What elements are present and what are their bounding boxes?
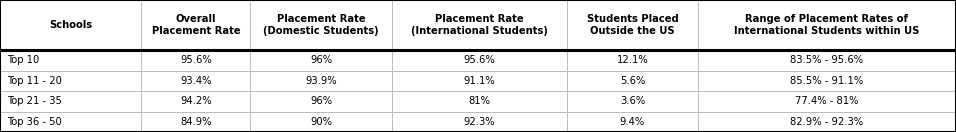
Bar	[567, 50, 698, 71]
Text: 12.1%: 12.1%	[617, 55, 648, 65]
Bar	[567, 112, 698, 132]
Bar	[0, 71, 141, 91]
Bar	[698, 50, 956, 71]
Bar	[250, 91, 392, 112]
Bar	[250, 50, 392, 71]
Bar	[250, 91, 392, 112]
Text: Range of Placement Rates of
International Students within US: Range of Placement Rates of Internationa…	[734, 14, 920, 36]
Bar	[0, 71, 141, 91]
Text: 95.6%: 95.6%	[180, 55, 212, 65]
Bar	[0, 91, 141, 112]
Text: Placement Rate
(Domestic Students): Placement Rate (Domestic Students)	[264, 14, 379, 36]
Bar	[698, 50, 956, 71]
Bar	[392, 50, 567, 71]
Bar	[392, 91, 567, 112]
Bar	[392, 50, 567, 71]
Bar	[392, 71, 567, 91]
Bar	[141, 0, 250, 50]
Bar	[698, 112, 956, 132]
Bar	[567, 91, 698, 112]
Bar	[567, 71, 698, 91]
Bar	[0, 0, 141, 50]
Text: 84.9%: 84.9%	[181, 117, 211, 127]
Text: 94.2%: 94.2%	[180, 96, 212, 106]
Text: Overall
Placement Rate: Overall Placement Rate	[152, 14, 240, 36]
Bar	[567, 112, 698, 132]
Bar	[567, 71, 698, 91]
Text: Students Placed
Outside the US: Students Placed Outside the US	[587, 14, 678, 36]
Bar	[141, 71, 250, 91]
Bar	[250, 112, 392, 132]
Bar	[392, 91, 567, 112]
Bar	[567, 50, 698, 71]
Bar	[250, 0, 392, 50]
Bar	[392, 0, 567, 50]
Bar	[141, 71, 250, 91]
Bar	[698, 0, 956, 50]
Bar	[0, 0, 141, 50]
Bar	[250, 112, 392, 132]
Text: Top 11 - 20: Top 11 - 20	[7, 76, 61, 86]
Bar	[250, 50, 392, 71]
Text: 3.6%: 3.6%	[619, 96, 645, 106]
Text: Placement Rate
(International Students): Placement Rate (International Students)	[411, 14, 548, 36]
Text: 77.4% - 81%: 77.4% - 81%	[795, 96, 858, 106]
Bar	[392, 71, 567, 91]
Bar	[567, 91, 698, 112]
Text: 90%: 90%	[310, 117, 333, 127]
Bar	[250, 71, 392, 91]
Text: Top 21 - 35: Top 21 - 35	[7, 96, 61, 106]
Text: 96%: 96%	[310, 96, 333, 106]
Text: 85.5% - 91.1%: 85.5% - 91.1%	[791, 76, 863, 86]
Text: 96%: 96%	[310, 55, 333, 65]
Bar	[141, 50, 250, 71]
Bar	[392, 112, 567, 132]
Bar	[567, 0, 698, 50]
Text: 95.6%: 95.6%	[464, 55, 495, 65]
Bar	[250, 0, 392, 50]
Bar	[141, 0, 250, 50]
Text: 9.4%: 9.4%	[619, 117, 645, 127]
Text: 93.4%: 93.4%	[181, 76, 211, 86]
Text: 92.3%: 92.3%	[464, 117, 495, 127]
Text: Top 36 - 50: Top 36 - 50	[7, 117, 61, 127]
Bar	[698, 112, 956, 132]
Bar	[567, 0, 698, 50]
Text: 5.6%: 5.6%	[619, 76, 645, 86]
Bar	[0, 91, 141, 112]
Bar	[698, 91, 956, 112]
Bar	[141, 91, 250, 112]
Text: 81%: 81%	[468, 96, 490, 106]
Text: Top 10: Top 10	[7, 55, 39, 65]
Bar	[698, 71, 956, 91]
Text: 93.9%: 93.9%	[305, 76, 337, 86]
Bar	[0, 112, 141, 132]
Bar	[698, 0, 956, 50]
Text: 82.9% - 92.3%: 82.9% - 92.3%	[791, 117, 863, 127]
Bar	[0, 50, 141, 71]
Bar	[698, 91, 956, 112]
Text: Schools: Schools	[49, 20, 93, 30]
Bar	[0, 112, 141, 132]
Bar	[141, 112, 250, 132]
Bar	[141, 112, 250, 132]
Bar	[0, 50, 141, 71]
Bar	[392, 112, 567, 132]
Bar	[141, 50, 250, 71]
Bar	[392, 0, 567, 50]
Bar	[250, 71, 392, 91]
Text: 83.5% - 95.6%: 83.5% - 95.6%	[791, 55, 863, 65]
Bar	[698, 71, 956, 91]
Bar	[141, 91, 250, 112]
Text: 91.1%: 91.1%	[464, 76, 495, 86]
